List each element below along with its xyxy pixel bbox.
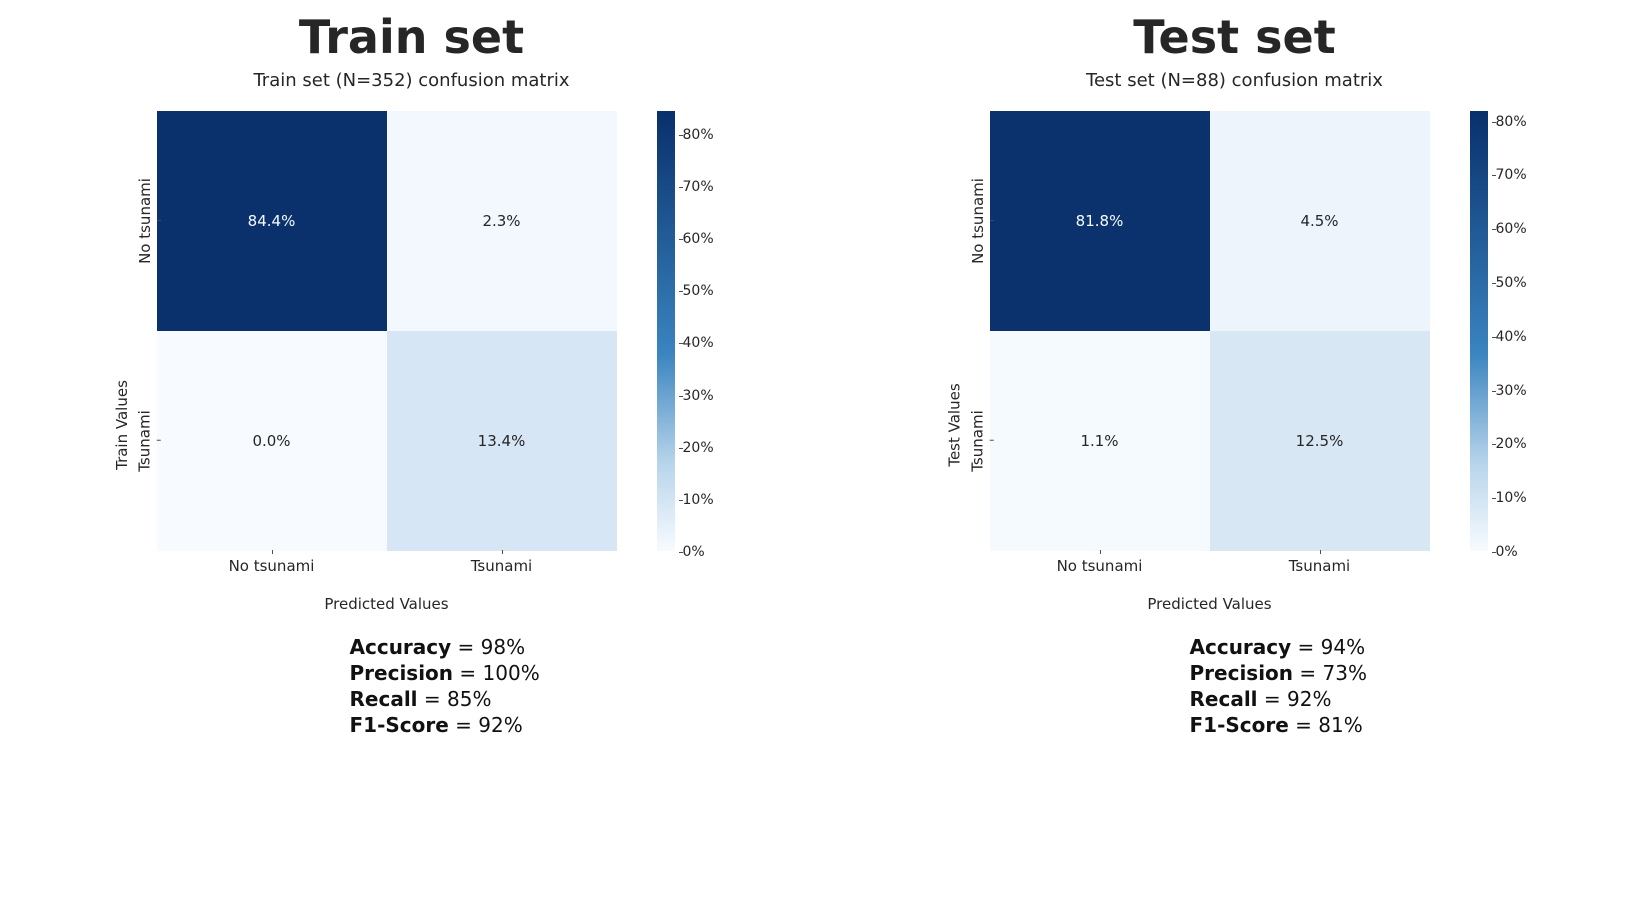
train-colorbar-tick: 10% xyxy=(683,492,714,508)
test-y-axis-label-wrap: Test Values xyxy=(944,111,966,739)
train-matrix-cell: 0.0% xyxy=(157,331,387,551)
train-colorbar-tick: 50% xyxy=(683,283,714,299)
train-x-tick: No tsunami xyxy=(157,557,387,575)
train-matrix-cell-value: 0.0% xyxy=(252,432,290,450)
train-matrix-cell: 13.4% xyxy=(387,331,617,551)
train-matrix-cell: 2.3% xyxy=(387,111,617,331)
train-colorbar-tick: 60% xyxy=(683,231,714,247)
test-metric-line: F1-Score = 81% xyxy=(1190,713,1430,737)
test-colorbar-tick: 0% xyxy=(1496,544,1518,560)
test-x-axis-label: Predicted Values xyxy=(990,595,1430,613)
train-colorbar-ticks: 80%70%60%50%40%30%20%10%0% xyxy=(679,111,731,551)
test-colorbar-tick: 10% xyxy=(1496,490,1527,506)
train-matrix-cell-value: 84.4% xyxy=(248,212,296,230)
test-colorbar-tick: 60% xyxy=(1496,221,1527,237)
train-panel: Train set Train set (N=352) confusion ma… xyxy=(0,0,823,902)
test-colorbar-tick: 70% xyxy=(1496,167,1527,183)
test-metric-name: F1-Score xyxy=(1190,713,1289,737)
test-colorbar-wrap: 80% 70% 60% 50% 40% 30% 20% 10% 0% xyxy=(1470,111,1544,739)
train-chart-area: Train Values No tsunamiTsunami 84.4%2.3%… xyxy=(111,111,731,739)
test-matrix-cell: 81.8% xyxy=(990,111,1210,331)
train-colorbar-tick: 30% xyxy=(683,388,714,404)
train-y-tick: Tsunami xyxy=(136,410,154,471)
train-metric-value: 98% xyxy=(481,635,525,659)
test-y-axis-label: Test Values xyxy=(946,383,964,466)
train-metric-line: Recall = 85% xyxy=(350,687,617,711)
test-metric-line: Recall = 92% xyxy=(1190,687,1430,711)
train-matrix-cell: 84.4% xyxy=(157,111,387,331)
train-x-ticks: No tsunamiTsunami xyxy=(157,557,617,575)
test-x-tick: Tsunami xyxy=(1210,557,1430,575)
test-metric-line: Accuracy = 94% xyxy=(1190,635,1430,659)
train-colorbar-wrap: 80% 70% 60% 50% 40% 30% 20% 10% 0% xyxy=(657,111,731,739)
train-metric-line: F1-Score = 92% xyxy=(350,713,617,737)
test-metric-line: Precision = 73% xyxy=(1190,661,1430,685)
train-confusion-matrix: 84.4% 2.3% 0.0% 13.4% xyxy=(157,111,617,551)
train-metric-name: Accuracy xyxy=(350,635,452,659)
test-metric-name: Accuracy xyxy=(1190,635,1292,659)
test-chart-title: Test set (N=88) confusion matrix xyxy=(1086,70,1383,91)
test-confusion-matrix: 81.8% 4.5% 1.1% 12.5% xyxy=(990,111,1430,551)
train-colorbar-tick: 0% xyxy=(683,544,705,560)
train-y-axis-label-wrap: Train Values xyxy=(111,111,133,739)
train-chart-title: Train set (N=352) confusion matrix xyxy=(253,70,569,91)
train-metric-value: 100% xyxy=(483,661,540,685)
train-y-axis-label: Train Values xyxy=(113,380,131,470)
test-matrix-cell: 1.1% xyxy=(990,331,1210,551)
test-metric-value: 92% xyxy=(1287,687,1331,711)
train-metric-line: Accuracy = 98% xyxy=(350,635,617,659)
test-metrics-block: Accuracy = 94%Precision = 73%Recall = 92… xyxy=(1190,635,1430,737)
train-metric-name: Recall xyxy=(350,687,418,711)
train-below-chart: No tsunamiTsunami Predicted Values Accur… xyxy=(157,557,617,737)
test-matrix-cell-value: 1.1% xyxy=(1080,432,1118,450)
train-matrix-cell-value: 13.4% xyxy=(478,432,526,450)
test-y-ticks: No tsunami Tsunami xyxy=(966,111,990,551)
test-main-title: Test set xyxy=(1133,10,1335,64)
test-panel: Test set Test set (N=88) confusion matri… xyxy=(823,0,1646,902)
test-x-tick: No tsunami xyxy=(990,557,1210,575)
test-colorbar-tick: 80% xyxy=(1496,114,1527,130)
train-metrics-block: Accuracy = 98%Precision = 100%Recall = 8… xyxy=(350,635,617,737)
train-y-tick: No tsunami xyxy=(136,178,154,264)
train-metric-name: F1-Score xyxy=(350,713,449,737)
test-colorbar-ticks: 80%70%60%50%40%30%20%10%0% xyxy=(1492,111,1544,551)
test-matrix-cell-value: 12.5% xyxy=(1296,432,1344,450)
page: Train set Train set (N=352) confusion ma… xyxy=(0,0,1646,902)
train-colorbar-tick: 80% xyxy=(683,127,714,143)
train-x-tick: Tsunami xyxy=(387,557,617,575)
train-metric-line: Precision = 100% xyxy=(350,661,617,685)
test-colorbar-tick: 20% xyxy=(1496,436,1527,452)
test-matrix-cell-value: 81.8% xyxy=(1076,212,1124,230)
test-below-chart: No tsunamiTsunami Predicted Values Accur… xyxy=(990,557,1430,737)
test-colorbar-tick: 50% xyxy=(1496,275,1527,291)
test-matrix-cell: 4.5% xyxy=(1210,111,1430,331)
test-metric-value: 81% xyxy=(1318,713,1362,737)
test-x-ticks: No tsunamiTsunami xyxy=(990,557,1430,575)
train-metric-value: 92% xyxy=(478,713,522,737)
test-y-tick: Tsunami xyxy=(969,410,987,471)
train-matrix-and-x: 84.4% 2.3% 0.0% 13.4% No tsunamiTsunami Pre… xyxy=(157,111,617,739)
train-colorbar xyxy=(657,111,675,551)
test-colorbar-tick: 30% xyxy=(1496,383,1527,399)
train-matrix-cell-value: 2.3% xyxy=(482,212,520,230)
train-metric-name: Precision xyxy=(350,661,454,685)
test-metric-value: 73% xyxy=(1323,661,1367,685)
train-metric-value: 85% xyxy=(447,687,491,711)
test-colorbar-tick: 40% xyxy=(1496,329,1527,345)
test-metric-name: Precision xyxy=(1190,661,1294,685)
test-matrix-cell-value: 4.5% xyxy=(1300,212,1338,230)
test-chart-area: Test Values No tsunamiTsunami 81.8%4.5%1… xyxy=(944,111,1544,739)
test-matrix-cell: 12.5% xyxy=(1210,331,1430,551)
train-colorbar-tick: 20% xyxy=(683,440,714,456)
train-main-title: Train set xyxy=(299,10,524,64)
train-colorbar-tick: 70% xyxy=(683,179,714,195)
train-y-ticks: No tsunami Tsunami xyxy=(133,111,157,551)
test-metric-value: 94% xyxy=(1321,635,1365,659)
test-matrix-and-x: 81.8% 4.5% 1.1% 12.5% No tsunamiTsunami Pre… xyxy=(990,111,1430,739)
test-y-tick: No tsunami xyxy=(969,178,987,264)
train-x-axis-label: Predicted Values xyxy=(157,595,617,613)
train-colorbar-tick: 40% xyxy=(683,335,714,351)
test-metric-name: Recall xyxy=(1190,687,1258,711)
test-colorbar xyxy=(1470,111,1488,551)
